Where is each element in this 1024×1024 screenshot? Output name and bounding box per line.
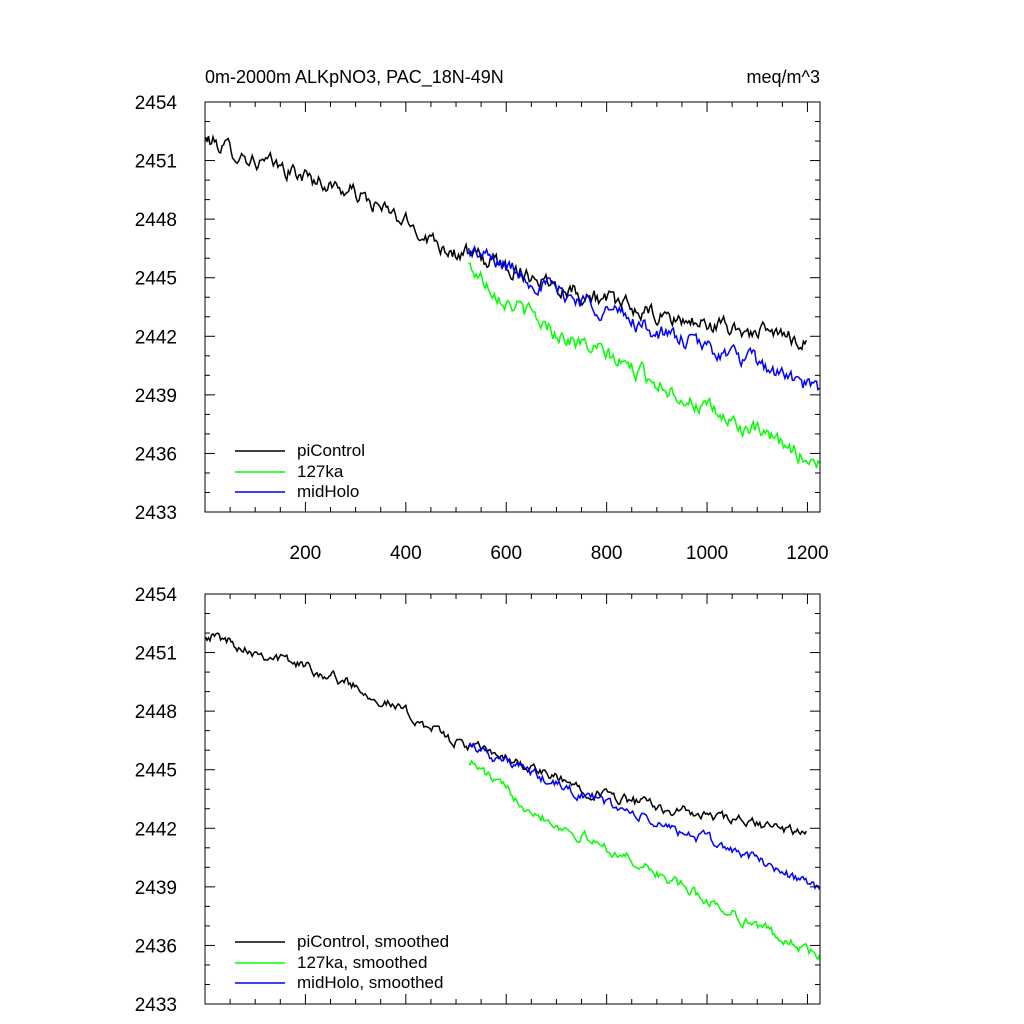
- legend-label-picontrol-smoothed: piControl, smoothed: [297, 932, 449, 951]
- y-tick-label: 2439: [135, 878, 177, 899]
- y-tick-label: 2448: [135, 702, 177, 723]
- series-line-picontrol-smoothed: [204, 632, 808, 836]
- x-tick-label: 200: [290, 543, 322, 564]
- y-tick-label: 2442: [135, 819, 177, 840]
- x-tick-label: 1000: [686, 543, 728, 564]
- legend-label-midholo: midHolo: [297, 482, 359, 501]
- legend-label-127ka-smoothed: 127ka, smoothed: [297, 953, 427, 972]
- y-tick-label: 2451: [135, 152, 177, 173]
- y-tick-label: 2448: [135, 210, 177, 231]
- series-line-midholo-smoothed: [467, 741, 821, 891]
- series-line-picontrol: [204, 133, 808, 351]
- x-tick-label: 600: [490, 543, 522, 564]
- y-tick-label: 2436: [135, 444, 177, 465]
- chart-title-units: meq/m^3: [747, 67, 820, 87]
- legend-label-127ka: 127ka: [297, 462, 344, 481]
- x-tick-label: 800: [591, 543, 623, 564]
- y-tick-label: 2442: [135, 327, 177, 348]
- plot-frame: [204, 101, 821, 513]
- legend-label-midholo-smoothed: midHolo, smoothed: [297, 973, 443, 992]
- y-tick-label: 2445: [135, 269, 177, 290]
- y-tick-label: 2445: [135, 761, 177, 782]
- legend: piControl 127ka midHolo: [235, 441, 365, 501]
- y-tick-label: 2454: [135, 93, 178, 114]
- y-tick-label: 2433: [135, 995, 177, 1016]
- legend: piControl, smoothed 127ka, smoothed midH…: [235, 932, 449, 992]
- y-tick-label: 2439: [135, 386, 177, 407]
- plot-frame: [204, 593, 821, 1005]
- x-tick-label: 1200: [786, 543, 828, 564]
- y-tick-label: 2451: [135, 644, 177, 665]
- series-line-midholo: [467, 244, 821, 392]
- legend-label-picontrol: piControl: [297, 441, 365, 460]
- bottom-chart-panel: 2454 2451 2448 2445 2442 2439 2436 2433 piContr…: [135, 585, 821, 1016]
- series-line-127ka-smoothed: [468, 759, 821, 961]
- chart-title-left: 0m-2000m ALKpNO3, PAC_18N-49N: [205, 67, 504, 88]
- top-chart-panel: 0m-2000m ALKpNO3, PAC_18N-49N meq/m^3 24…: [135, 67, 829, 564]
- series-line-127ka: [468, 262, 821, 469]
- y-tick-label: 2433: [135, 503, 177, 524]
- y-tick-label: 2454: [135, 585, 178, 606]
- x-tick-label: 400: [390, 543, 422, 564]
- y-tick-label: 2436: [135, 936, 177, 957]
